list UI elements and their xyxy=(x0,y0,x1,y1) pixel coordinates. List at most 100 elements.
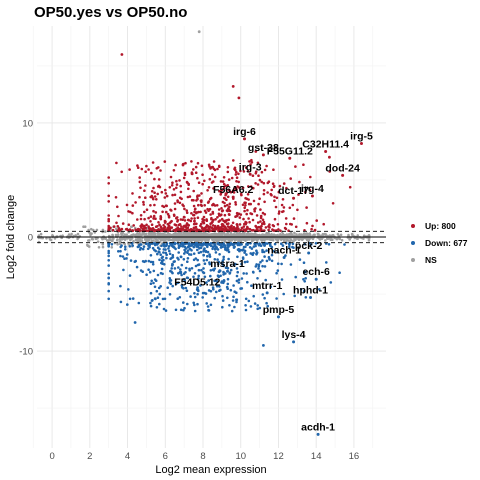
data-point xyxy=(262,344,265,347)
data-point xyxy=(237,96,241,100)
data-point xyxy=(132,240,135,243)
data-point xyxy=(205,218,208,221)
data-point xyxy=(272,168,275,171)
data-point xyxy=(215,246,218,249)
data-point xyxy=(202,215,206,219)
data-point xyxy=(247,299,251,303)
data-point xyxy=(199,210,202,214)
data-point xyxy=(195,222,198,226)
data-point xyxy=(166,286,169,290)
data-point xyxy=(207,226,211,230)
data-point xyxy=(171,193,174,197)
data-point xyxy=(297,238,301,241)
data-point xyxy=(147,268,150,272)
data-point xyxy=(148,245,151,249)
data-point xyxy=(197,277,200,280)
data-point xyxy=(119,300,123,304)
data-point xyxy=(233,166,237,170)
data-point xyxy=(213,224,217,228)
data-point xyxy=(223,233,226,236)
data-point xyxy=(168,252,172,256)
data-point xyxy=(193,292,196,295)
data-point xyxy=(277,228,280,231)
data-point xyxy=(216,216,219,219)
data-point xyxy=(190,172,194,176)
data-point xyxy=(197,268,201,272)
data-point xyxy=(170,209,173,212)
data-point xyxy=(206,250,210,254)
labeled-gene-point xyxy=(292,340,296,344)
y-axis-label: Log2 fold change xyxy=(5,195,17,279)
data-point xyxy=(173,223,177,226)
data-point xyxy=(243,201,246,204)
data-point xyxy=(206,254,209,258)
data-point xyxy=(215,279,219,283)
data-point xyxy=(328,155,331,159)
data-point xyxy=(200,164,204,168)
data-point xyxy=(226,234,229,237)
data-point xyxy=(177,233,181,236)
data-point xyxy=(237,281,241,284)
data-point xyxy=(295,233,298,236)
data-point xyxy=(107,194,110,198)
data-point xyxy=(260,170,264,174)
data-point xyxy=(269,244,272,247)
data-point xyxy=(197,263,201,266)
data-point xyxy=(208,253,211,256)
data-point xyxy=(223,213,227,217)
data-point xyxy=(224,193,227,197)
data-point xyxy=(215,234,219,237)
data-point xyxy=(154,211,158,214)
data-point xyxy=(256,277,259,280)
data-point xyxy=(192,245,196,249)
data-point xyxy=(313,233,316,237)
data-point xyxy=(222,176,226,179)
data-point xyxy=(198,238,201,242)
data-point xyxy=(197,30,201,34)
data-point xyxy=(203,179,206,183)
data-point xyxy=(136,166,140,169)
data-point xyxy=(193,295,197,299)
data-point xyxy=(215,290,218,294)
data-point xyxy=(200,232,204,236)
data-point xyxy=(196,195,199,198)
data-point xyxy=(244,308,248,312)
data-point xyxy=(149,215,153,218)
data-point xyxy=(178,201,182,205)
data-point xyxy=(187,187,190,191)
data-point xyxy=(240,277,244,280)
data-point xyxy=(131,229,135,232)
data-point xyxy=(171,181,174,184)
data-point xyxy=(143,189,146,192)
data-point xyxy=(139,186,142,190)
data-point xyxy=(241,249,244,252)
data-point xyxy=(142,232,146,236)
data-point xyxy=(302,289,306,293)
data-point xyxy=(116,205,119,209)
data-point xyxy=(204,239,207,243)
gene-label: pck-2 xyxy=(295,240,323,252)
data-point xyxy=(147,239,150,242)
data-point xyxy=(229,190,233,194)
data-point xyxy=(143,210,146,214)
legend-ns-label: NS xyxy=(425,255,437,265)
data-point xyxy=(209,303,213,307)
data-point xyxy=(250,212,254,216)
data-point xyxy=(255,263,258,266)
data-point xyxy=(288,206,292,210)
data-point xyxy=(277,212,281,215)
data-point xyxy=(251,238,254,242)
data-point xyxy=(221,245,224,249)
data-point xyxy=(201,173,204,176)
data-point xyxy=(227,207,230,210)
data-point xyxy=(151,161,155,164)
data-point xyxy=(339,233,343,237)
data-point xyxy=(139,233,143,237)
data-point xyxy=(118,229,121,232)
data-point xyxy=(149,220,152,223)
data-point xyxy=(196,161,200,165)
data-point xyxy=(194,171,198,174)
data-point xyxy=(284,217,288,220)
data-point xyxy=(276,223,280,226)
data-point xyxy=(92,228,95,232)
